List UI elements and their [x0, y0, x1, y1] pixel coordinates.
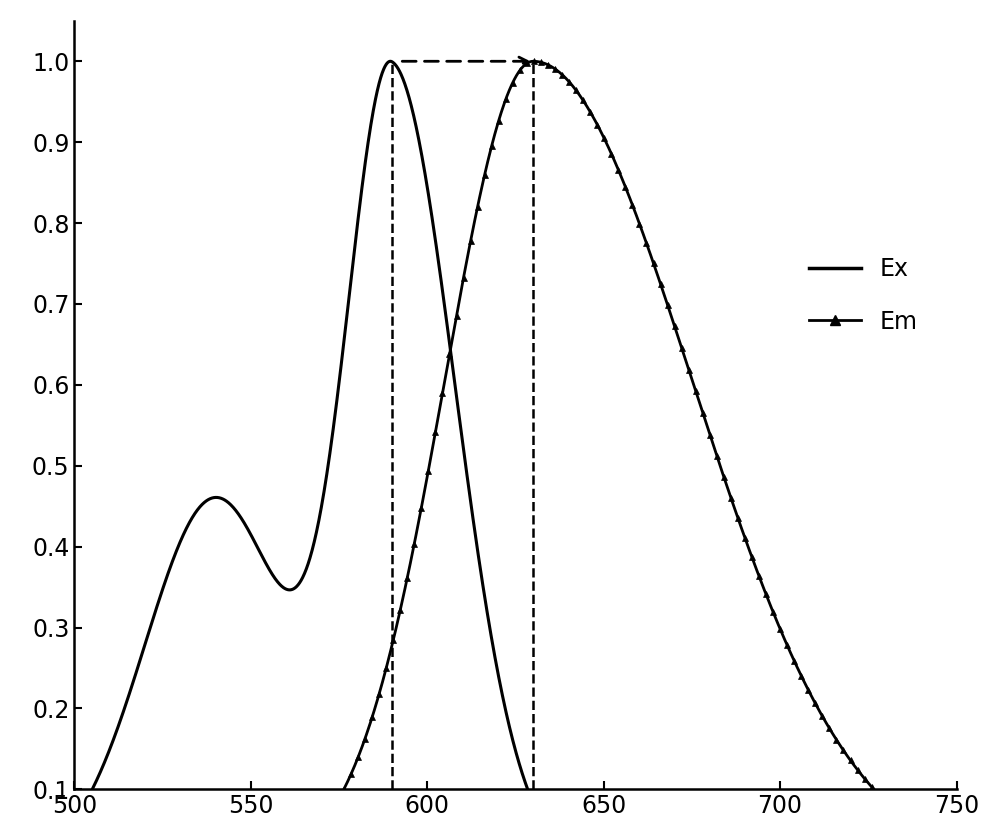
- Legend: Ex, Em: Ex, Em: [799, 248, 927, 343]
